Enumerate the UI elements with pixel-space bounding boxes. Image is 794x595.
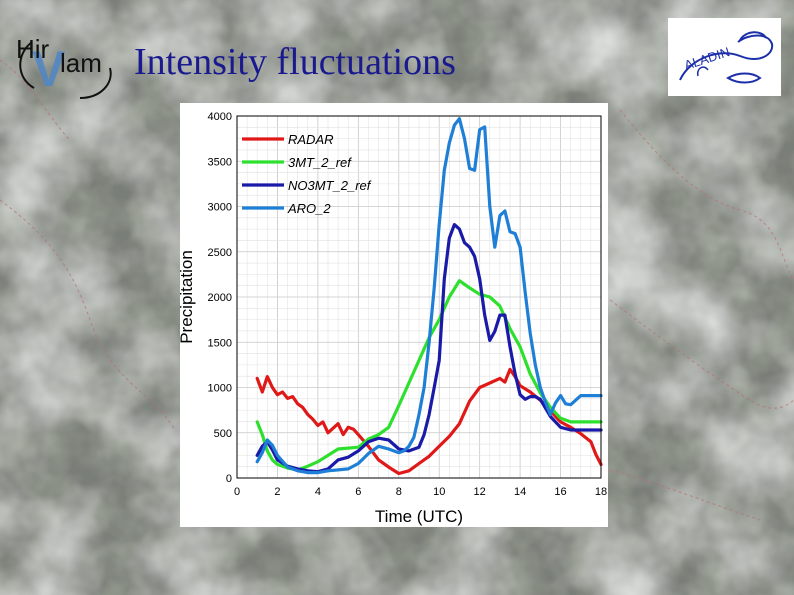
svg-text:V: V	[32, 41, 66, 97]
slide-title: Intensity fluctuations	[134, 41, 456, 83]
x-tick-label: 10	[433, 486, 445, 498]
x-tick-label: 12	[474, 486, 486, 498]
x-tick-label: 6	[355, 486, 361, 498]
aladin-logo: ALADIN	[668, 18, 781, 96]
precipitation-chart: 0 2 4 6 8 10 12 14 16 18 0 500 1000 1500 2000 2500 3000 3…	[180, 111, 608, 526]
legend: RADAR 3MT_2_ref NO3MT_2_ref ARO_2	[242, 132, 372, 216]
plot-frame	[236, 115, 602, 479]
y-tick-label: 1500	[208, 337, 232, 349]
y-tick-label: 2500	[208, 247, 232, 259]
border-lines	[0, 59, 794, 521]
x-tick-label: 8	[396, 486, 402, 498]
y-tick-label: 3500	[208, 156, 232, 168]
grid-lines	[236, 115, 602, 479]
y-tick-label: 0	[226, 473, 232, 485]
x-tick-label: 18	[595, 486, 607, 498]
svg-text:Hir: Hir	[16, 34, 50, 64]
hirlam-logo: V Hir lam	[16, 34, 112, 99]
x-tick-label: 14	[514, 486, 526, 498]
x-axis-label: Time (UTC)	[375, 507, 463, 526]
y-tick-label: 1000	[208, 383, 232, 395]
legend-label: RADAR	[288, 132, 334, 147]
y-tick-label: 4000	[208, 111, 232, 123]
legend-label: NO3MT_2_ref	[288, 178, 372, 193]
x-tick-label: 4	[315, 486, 321, 498]
x-tick-label: 2	[274, 486, 280, 498]
y-tick-label: 2000	[208, 292, 232, 304]
svg-text:lam: lam	[60, 48, 102, 78]
chart-panel: 0 2 4 6 8 10 12 14 16 18 0 500 1000 1500 2000 2500 3000 3…	[180, 103, 608, 527]
series-line-radar	[255, 367, 603, 476]
legend-label: 3MT_2_ref	[288, 155, 352, 170]
series-lines	[255, 117, 603, 476]
y-tick-label: 500	[214, 428, 232, 440]
y-tick-label: 3000	[208, 202, 232, 214]
x-tick-label: 16	[554, 486, 566, 498]
x-tick-label: 0	[234, 486, 240, 498]
series-line-aro-2	[255, 117, 603, 475]
axis-ticks: 0 2 4 6 8 10 12 14 16 18 0 500 1000 1500 2000 2500 3000 3…	[208, 111, 608, 498]
y-axis-label: Precipitation	[180, 250, 196, 344]
legend-label: ARO_2	[287, 201, 331, 216]
